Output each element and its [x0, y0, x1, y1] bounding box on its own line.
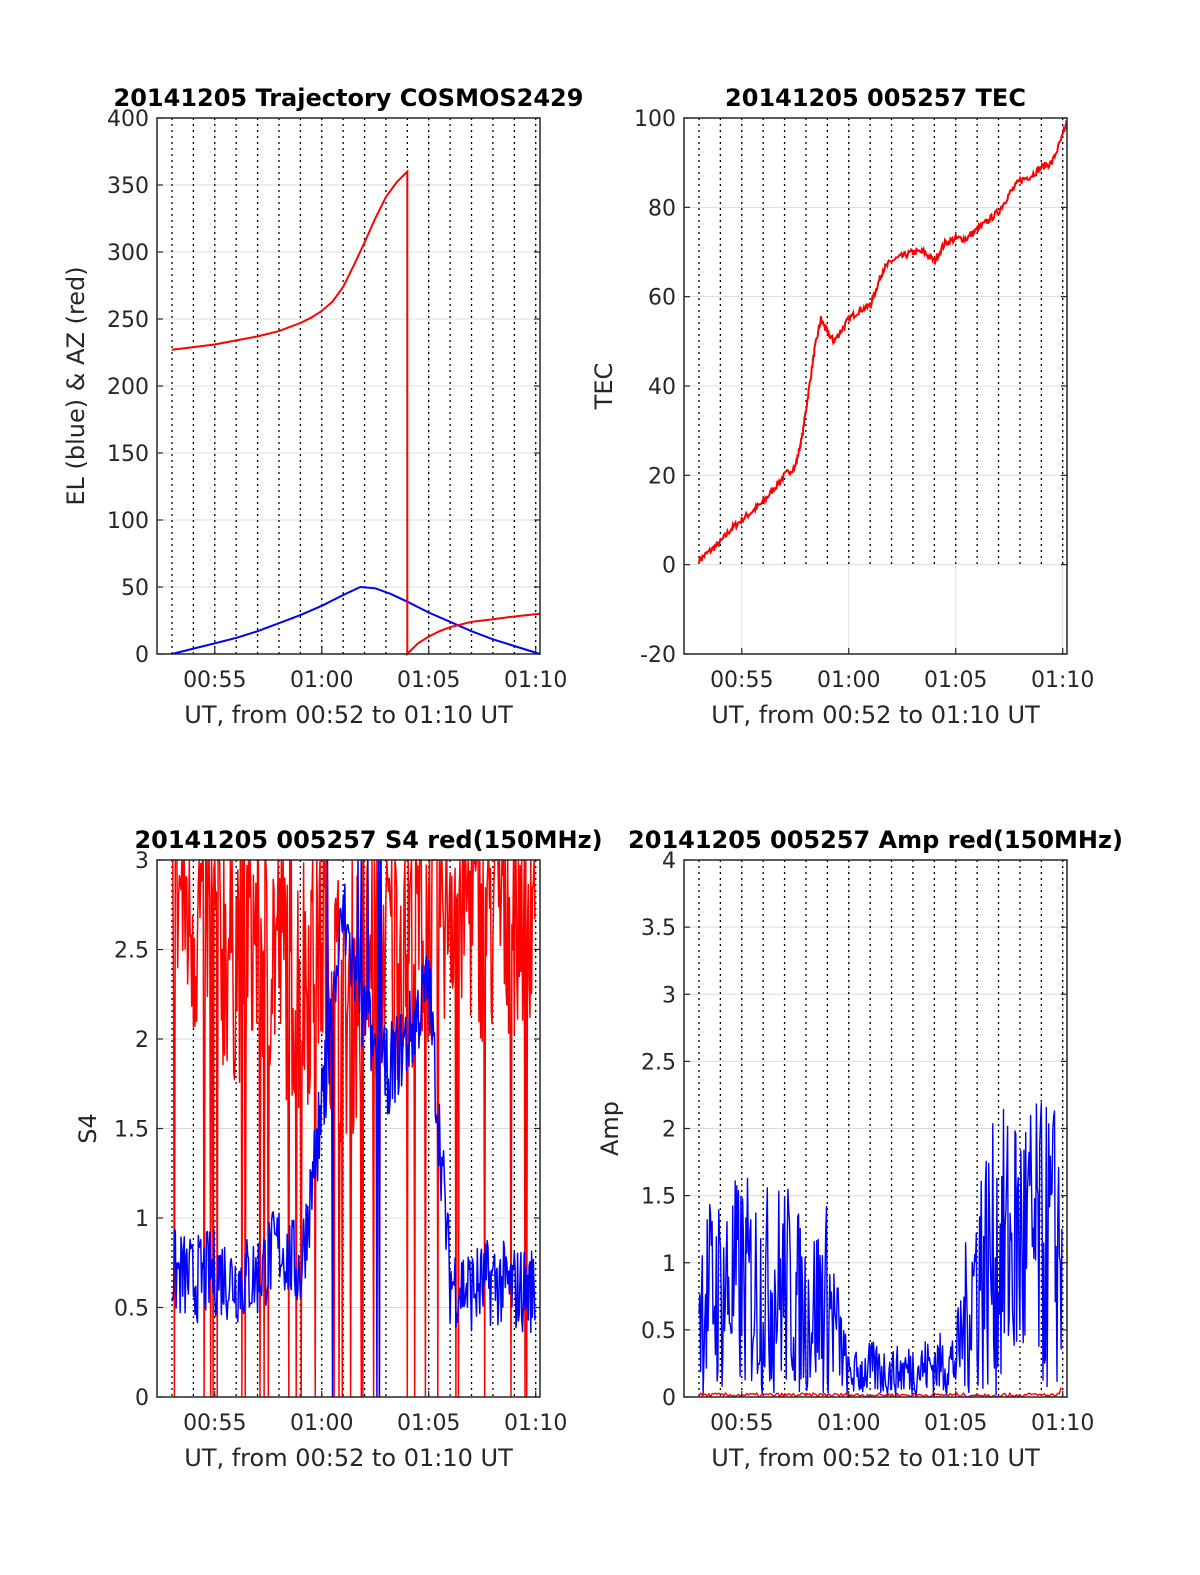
- y-tick-label: 80: [648, 196, 676, 221]
- chart-title: 20141205 005257 S4 red(150MHz): [134, 826, 602, 854]
- y-tick-label: 2: [135, 1028, 149, 1053]
- y-tick-label: 2.5: [114, 939, 149, 964]
- chart-title: 20141205 005257 TEC: [725, 84, 1026, 112]
- chart-panel-1: 0 50 100 150 200 250 300 350 400 00:55 01:00 01:05 0…: [62, 84, 583, 729]
- x-tick-label: 01:10: [504, 1411, 567, 1436]
- y-tick-label: 200: [107, 375, 149, 400]
- chart-panel-4: 0 0.5 1 1.5 2 2.5 3 3.5 4 00:55 01:00 01:05 01:10 201…: [596, 826, 1123, 1472]
- x-axis-label: UT, from 00:52 to 01:10 UT: [711, 1444, 1040, 1472]
- y-axis-label: TEC: [590, 363, 618, 411]
- x-axis-label: UT, from 00:52 to 01:10 UT: [184, 1444, 513, 1472]
- y-tick-label: 40: [648, 375, 676, 400]
- y-tick-label: 0: [662, 1386, 676, 1411]
- x-tick-label: 01:05: [924, 668, 987, 693]
- chart-title: 20141205 005257 Amp red(150MHz): [628, 826, 1123, 854]
- x-tick-label: 01:05: [397, 1411, 460, 1436]
- y-tick-label: 3.5: [641, 916, 676, 941]
- series-line-1: [698, 119, 1068, 564]
- series-line-1: [698, 1102, 1063, 1398]
- y-tick-label: 100: [107, 509, 149, 534]
- y-tick-label: 100: [634, 107, 676, 132]
- y-tick-label: 0: [135, 1386, 149, 1411]
- y-tick-label: 50: [121, 576, 149, 601]
- y-tick-label: 350: [107, 174, 149, 199]
- y-tick-label: 300: [107, 241, 149, 266]
- y-tick-label: 1: [662, 1252, 676, 1277]
- y-tick-label: 4: [662, 849, 676, 874]
- series-line-1: [172, 859, 536, 1398]
- chart-panel-2: -20 0 20 40 60 80 100 00:55 01:00 01:05 01:10 20141…: [590, 84, 1094, 729]
- x-axis-label: UT, from 00:52 to 01:10 UT: [711, 701, 1040, 729]
- y-tick-label: 0: [135, 643, 149, 668]
- y-tick-label: 2.5: [641, 1050, 676, 1075]
- x-tick-label: 01:10: [1031, 668, 1094, 693]
- y-axis-label: S4: [74, 1113, 102, 1144]
- y-tick-label: -20: [640, 643, 676, 668]
- x-tick-label: 01:10: [1031, 1411, 1094, 1436]
- y-tick-label: 1.5: [114, 1118, 149, 1143]
- x-tick-label: 01:05: [924, 1411, 987, 1436]
- y-tick-label: 1: [135, 1207, 149, 1232]
- chart-panel-3: 0 0.5 1 1.5 2 2.5 3 00:55 01:00 01:05 01:10 2014120…: [74, 826, 603, 1472]
- y-tick-label: 150: [107, 442, 149, 467]
- y-tick-label: 2: [662, 1118, 676, 1143]
- y-axis-label: Amp: [596, 1101, 624, 1156]
- x-tick-label: 01:00: [290, 668, 353, 693]
- x-tick-label: 01:00: [290, 1411, 353, 1436]
- series-line-1: [171, 585, 541, 655]
- x-tick-label: 00:55: [710, 668, 773, 693]
- x-tick-label: 01:00: [817, 668, 880, 693]
- series-line-2: [171, 859, 536, 1398]
- y-tick-label: 20: [648, 464, 676, 489]
- y-tick-label: 0: [662, 554, 676, 579]
- x-axis-label: UT, from 00:52 to 01:10 UT: [184, 701, 513, 729]
- y-tick-label: 0.5: [641, 1319, 676, 1344]
- x-tick-label: 00:55: [183, 668, 246, 693]
- y-tick-label: 400: [107, 107, 149, 132]
- x-tick-label: 01:10: [504, 668, 567, 693]
- y-tick-label: 3: [662, 983, 676, 1008]
- x-tick-label: 00:55: [710, 1411, 773, 1436]
- chart-title: 20141205 Trajectory COSMOS2429: [114, 84, 584, 112]
- y-axis-label: EL (blue) & AZ (red): [62, 266, 90, 505]
- x-tick-label: 01:05: [397, 668, 460, 693]
- series-line-2: [171, 169, 541, 657]
- y-tick-label: 60: [648, 286, 676, 311]
- y-tick-label: 0.5: [114, 1297, 149, 1322]
- x-tick-label: 00:55: [183, 1411, 246, 1436]
- y-tick-label: 3: [135, 849, 149, 874]
- y-tick-label: 1.5: [641, 1185, 676, 1210]
- y-tick-label: 250: [107, 308, 149, 333]
- x-tick-label: 01:00: [817, 1411, 880, 1436]
